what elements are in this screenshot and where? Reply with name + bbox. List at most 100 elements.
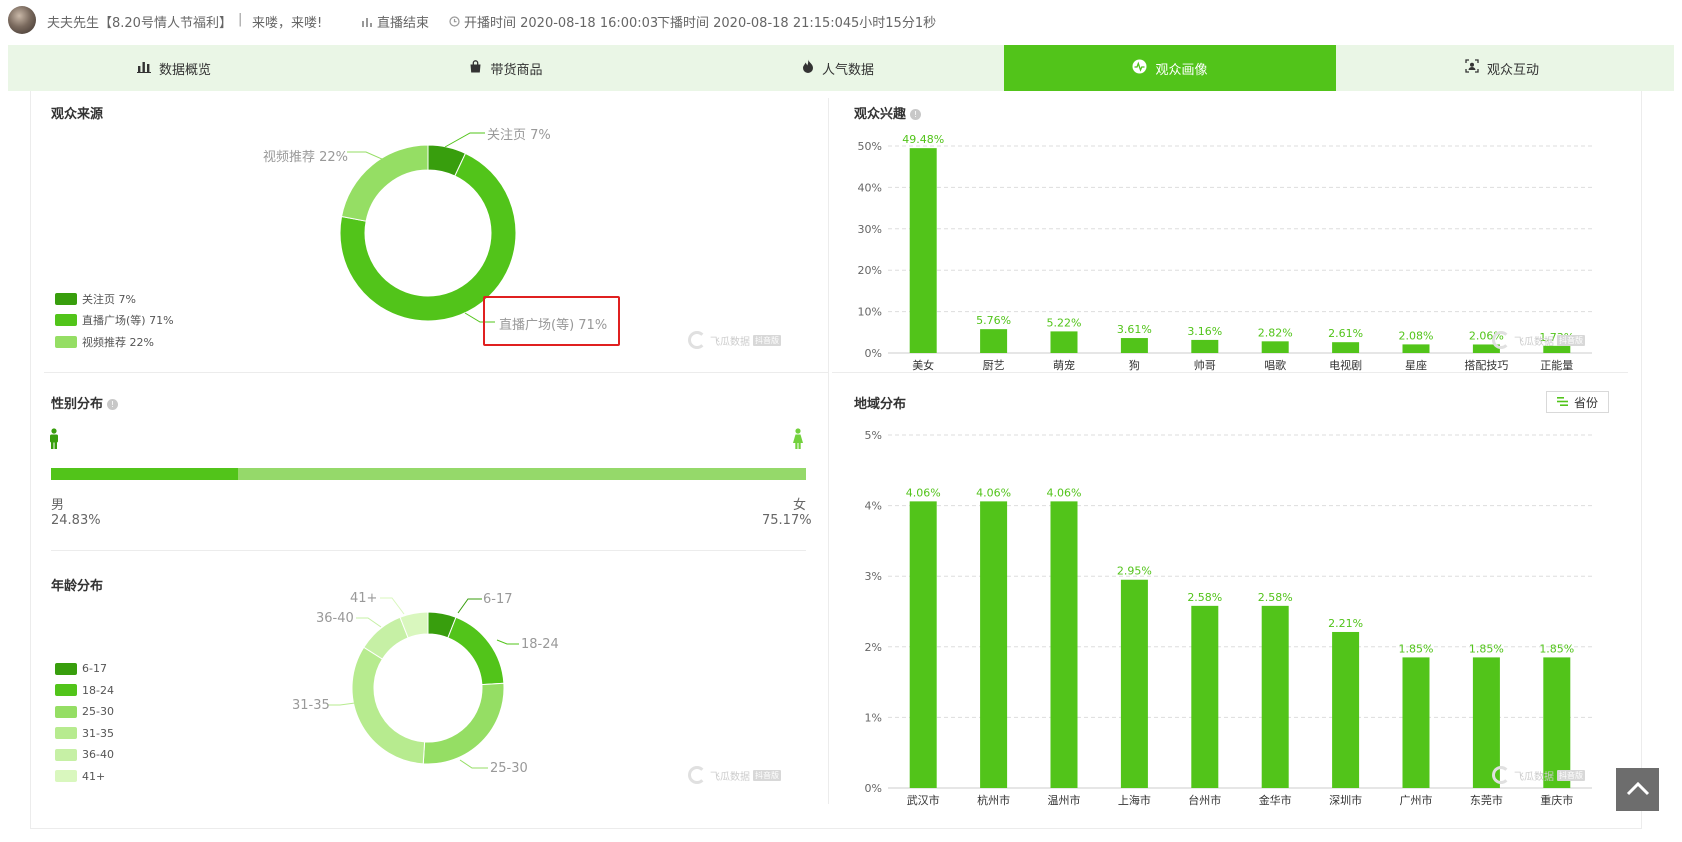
bar[interactable] [1120,579,1148,788]
watermark-tag: 抖音版 [753,769,781,781]
y-tick-label: 2% [865,641,882,654]
back-to-top-button[interactable] [1616,768,1659,811]
legend-swatch [55,292,77,305]
bar-value-label: 2.58% [1258,591,1293,604]
age-slice[interactable] [399,611,429,639]
age-slice[interactable] [351,646,426,765]
male-percent: 24.83% [51,513,101,528]
legend-item[interactable]: 36-40 [55,744,114,766]
info-icon[interactable]: ! [107,399,119,410]
bar[interactable] [1120,338,1148,353]
x-tick-label: 温州市 [1048,793,1081,807]
bar-value-label: 49.48% [902,133,944,146]
province-toggle-label: 省份 [1573,395,1598,410]
legend-item[interactable]: 视频推荐 22% [55,331,174,353]
legend-item[interactable]: 6-17 [55,658,114,680]
gender-ratio-bar [51,468,806,480]
shopping-bag-icon [469,59,482,77]
bar[interactable] [1191,339,1219,353]
bar[interactable] [909,148,937,353]
female-icon [792,428,804,455]
bar-value-label: 5.76% [976,314,1011,327]
bar-value-label: 2.58% [1187,591,1222,604]
watermark-text: 飞瓜数据 [1514,771,1554,783]
avatar[interactable] [8,6,36,34]
bar[interactable] [1543,345,1571,353]
bar-value-label: 1.85% [1469,642,1504,655]
bar-value-label: 2.61% [1328,327,1363,340]
tab-audience-profile[interactable]: 观众画像 [1004,45,1336,91]
bar[interactable] [1332,631,1360,788]
bar[interactable] [1472,657,1500,788]
x-tick-label: 电视剧 [1329,358,1362,372]
bar[interactable] [1472,344,1500,353]
legend-label: 31-35 [82,726,114,740]
bar-value-label: 1.85% [1399,642,1434,655]
streamer-name[interactable]: 夫夫先生【8.20号情人节福利】 [47,16,232,31]
x-tick-label: 萌宠 [1053,358,1075,372]
legend-item[interactable]: 直播广场(等) 71% [55,310,174,332]
tab-audience-interaction[interactable]: 观众互动 [1336,45,1668,91]
tab-label: 人气数据 [821,62,874,78]
watermark-logo-icon [688,331,706,349]
legend-item[interactable]: 31-35 [55,723,114,745]
tab-popularity[interactable]: 人气数据 [672,45,1004,91]
region-bar-chart: 0% 1% 2% 3% 4% 5% 4.06% 武汉市 4.06% 杭州市 4.06% 温州市 2.95… [865,429,1592,807]
x-tick-label: 唱歌 [1264,358,1286,372]
gender-title-text: 性别分布 [51,397,104,412]
watermark-tag: 抖音版 [753,334,781,346]
x-tick-label: 搭配技巧 [1464,359,1508,372]
bar[interactable] [980,329,1008,353]
x-tick-label: 狗 [1129,359,1140,372]
x-tick-label: 金华市 [1259,793,1292,807]
watermark-logo-icon [688,766,706,784]
audience-source-slice[interactable] [340,144,429,222]
age-label-6-17: 6-17 [483,592,513,607]
bar[interactable] [980,501,1008,788]
bar[interactable] [1050,501,1078,788]
age-slice[interactable] [447,616,505,686]
tab-bar: 数据概览 带货商品 人气数据 观众画像 观众互动 [8,45,1674,91]
legend-item[interactable]: 41+ [55,766,114,788]
bar[interactable] [1261,341,1289,353]
bar[interactable] [909,501,937,788]
x-tick-label: 杭州市 [977,793,1010,807]
stream-status: 直播结束 [362,12,429,31]
info-icon[interactable]: ! [910,109,922,120]
callout-line [464,312,495,323]
province-toggle-button[interactable]: 省份 [1546,391,1609,413]
legend-item[interactable]: 关注页 7% [55,288,174,310]
bar-value-label: 2.08% [1399,329,1434,342]
legend-swatch [55,314,77,327]
clock-icon [449,16,460,31]
bar[interactable] [1050,331,1078,353]
callout-line [444,132,485,148]
activity-icon [1132,59,1147,78]
bar[interactable] [1402,344,1430,353]
age-label-25-30: 25-30 [490,761,528,776]
male-icon [48,428,60,455]
audience-source-slice[interactable] [339,152,517,322]
legend-label: 关注页 7% [82,292,136,306]
legend-item[interactable]: 18-24 [55,680,114,702]
age-slice[interactable] [422,682,505,765]
legend-swatch [55,727,77,740]
watermark: 飞瓜数据 抖音版 [1492,331,1585,349]
bar[interactable] [1543,657,1571,788]
content-frame [30,91,1642,829]
tab-products[interactable]: 带货商品 [340,45,672,91]
x-tick-label: 台州市 [1188,793,1221,807]
bar[interactable] [1191,605,1219,788]
watermark: 飞瓜数据 抖音版 [688,331,781,349]
bar-value-label: 1.85% [1539,642,1574,655]
y-tick-label: 3% [865,570,882,583]
legend-item[interactable]: 25-30 [55,701,114,723]
age-label-36-40: 36-40 [316,611,354,626]
bar-value-label: 3.16% [1187,325,1222,338]
y-tick-label: 0% [865,347,882,360]
bar[interactable] [1261,605,1289,788]
bar[interactable] [1332,342,1360,353]
age-legend: 6-17 18-24 25-30 31-35 36-40 41+ [55,658,114,787]
tab-data-overview[interactable]: 数据概览 [8,45,340,91]
bar[interactable] [1402,657,1430,788]
